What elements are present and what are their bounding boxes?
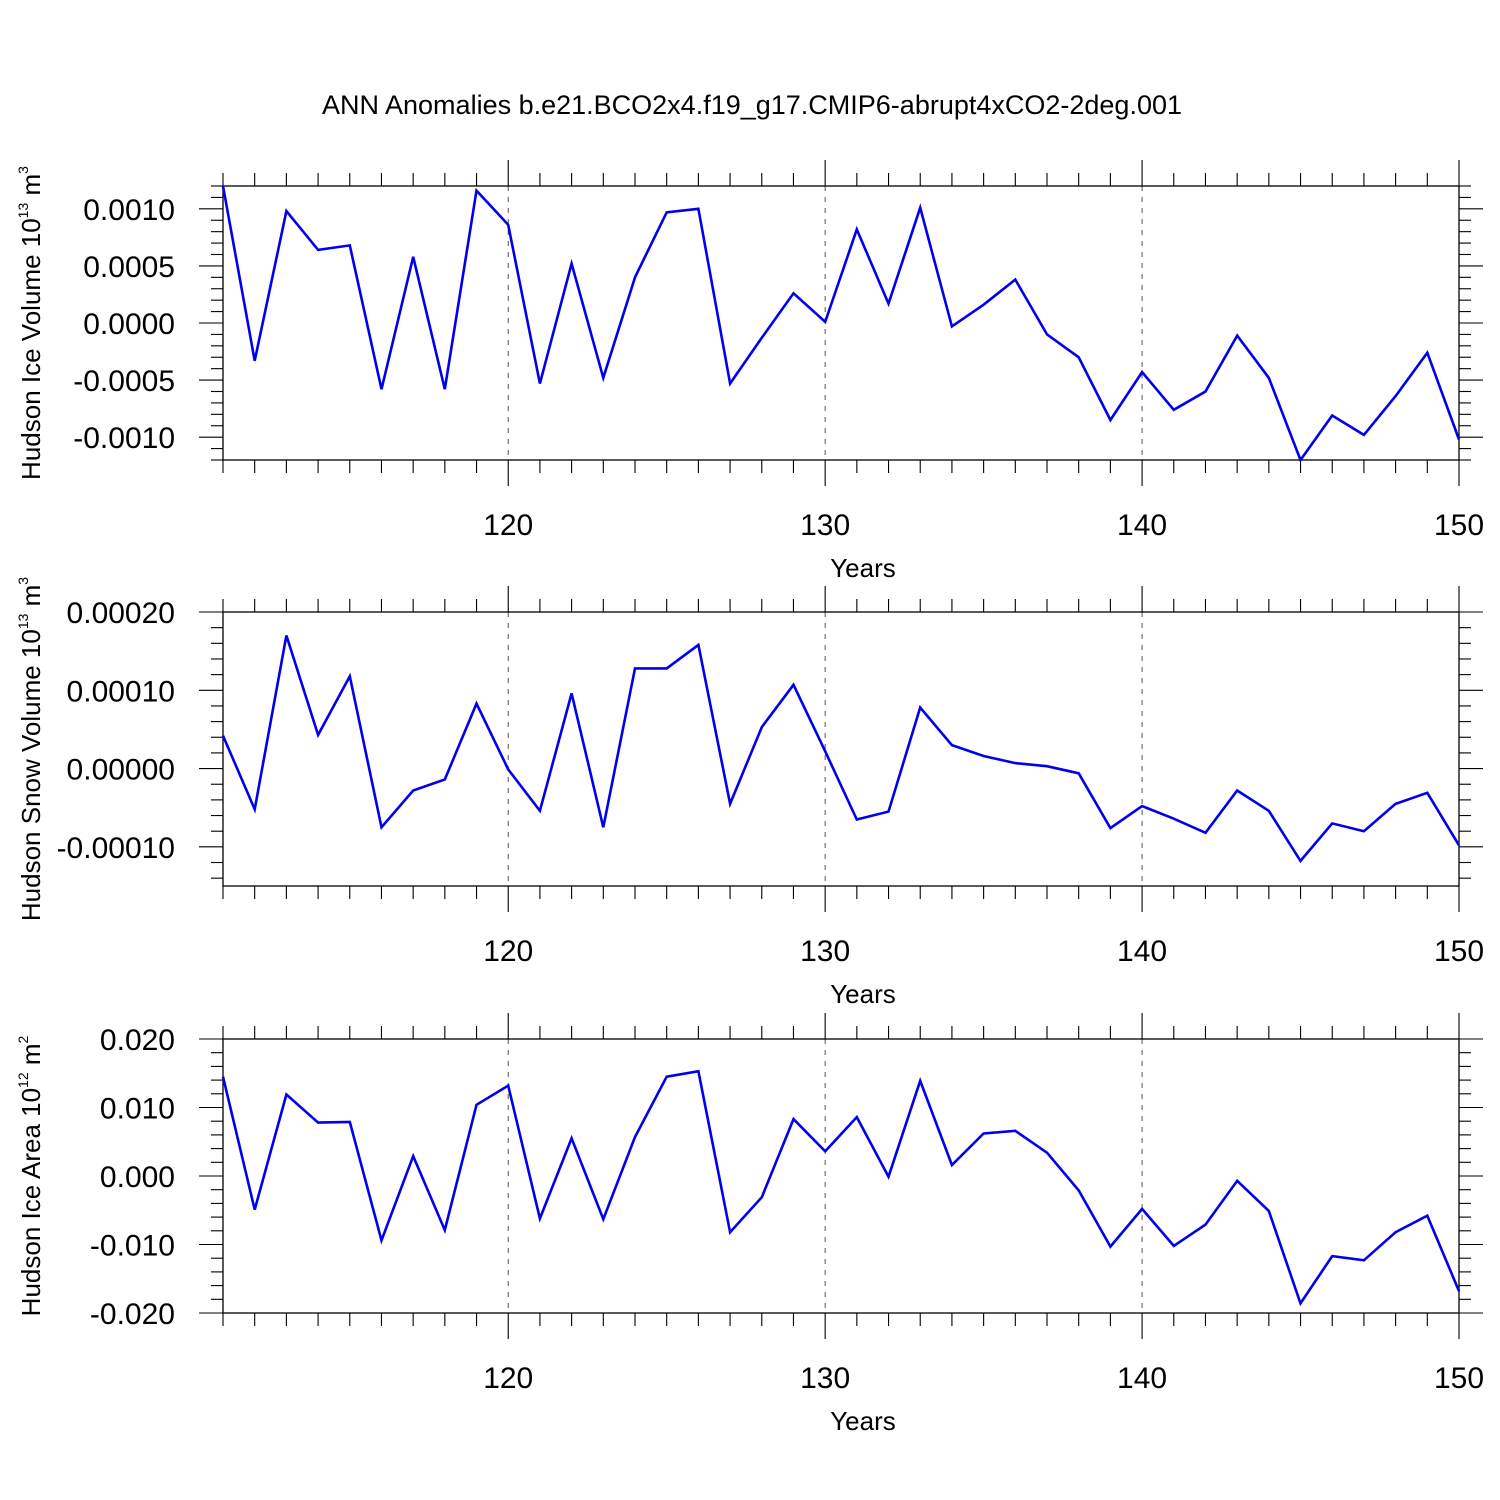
panel-1: 0.0010 0.0005 0.0000 -0.0005 -0.0010 120 130 14…	[15, 160, 1484, 583]
series-line	[221, 185, 1461, 463]
y-tick-label: -0.0005	[73, 365, 175, 398]
x-tick-label: 130	[800, 935, 850, 968]
plot-frame	[222, 185, 1460, 461]
x-tick-label: 140	[1117, 509, 1167, 542]
panel-2: 0.00020 0.00010 0.00000 -0.00010 120 130 140 15…	[15, 577, 1484, 1009]
y-tick-label: -0.00010	[57, 832, 175, 865]
y-tick-label: -0.0010	[73, 422, 175, 455]
plot-frame	[222, 611, 1460, 887]
x-tick-label: 150	[1434, 935, 1484, 968]
panel-3: 0.020 0.010 0.000 -0.010 -0.020 120 130 140 150 Y…	[15, 1013, 1484, 1436]
x-axis-title: Years	[830, 553, 896, 583]
series-line	[221, 1069, 1461, 1307]
chart-title: ANN Anomalies b.e21.BCO2x4.f19_g17.CMIP6…	[322, 90, 1182, 120]
y-tick-label: 0.00000	[67, 754, 175, 787]
x-tick-label: 130	[800, 1362, 850, 1395]
x-axis-title: Years	[830, 979, 896, 1009]
plot-frame	[222, 1038, 1460, 1314]
y-tick-label: 0.00020	[67, 597, 175, 630]
panels: 0.0010 0.0005 0.0000 -0.0005 -0.0010 120 130 14…	[15, 160, 1484, 1436]
y-axis-title: Hudson Ice Volume 1013 m3	[15, 166, 46, 480]
series-line	[221, 635, 1461, 864]
x-tick-label: 150	[1434, 509, 1484, 542]
y-axis-title: Hudson Ice Area 1012 m2	[15, 1035, 46, 1316]
x-axis-title: Years	[830, 1406, 896, 1436]
x-tick-label: 150	[1434, 1362, 1484, 1395]
y-tick-label: 0.020	[100, 1024, 175, 1057]
x-tick-label: 120	[483, 935, 533, 968]
y-axis-title: Hudson Snow Volume 1013 m3	[15, 577, 46, 921]
x-tick-label: 140	[1117, 935, 1167, 968]
x-tick-label: 140	[1117, 1362, 1167, 1395]
x-tick-label: 130	[800, 509, 850, 542]
y-tick-label: -0.010	[90, 1230, 175, 1263]
x-tick-label: 120	[483, 1362, 533, 1395]
y-tick-label: 0.0000	[83, 308, 175, 341]
y-tick-label: 0.00010	[67, 675, 175, 708]
y-tick-label: 0.0010	[83, 194, 175, 227]
x-tick-label: 120	[483, 509, 533, 542]
y-tick-label: 0.0005	[83, 251, 175, 284]
y-tick-label: 0.000	[100, 1161, 175, 1194]
y-tick-label: -0.020	[90, 1298, 175, 1331]
y-tick-label: 0.010	[100, 1093, 175, 1126]
